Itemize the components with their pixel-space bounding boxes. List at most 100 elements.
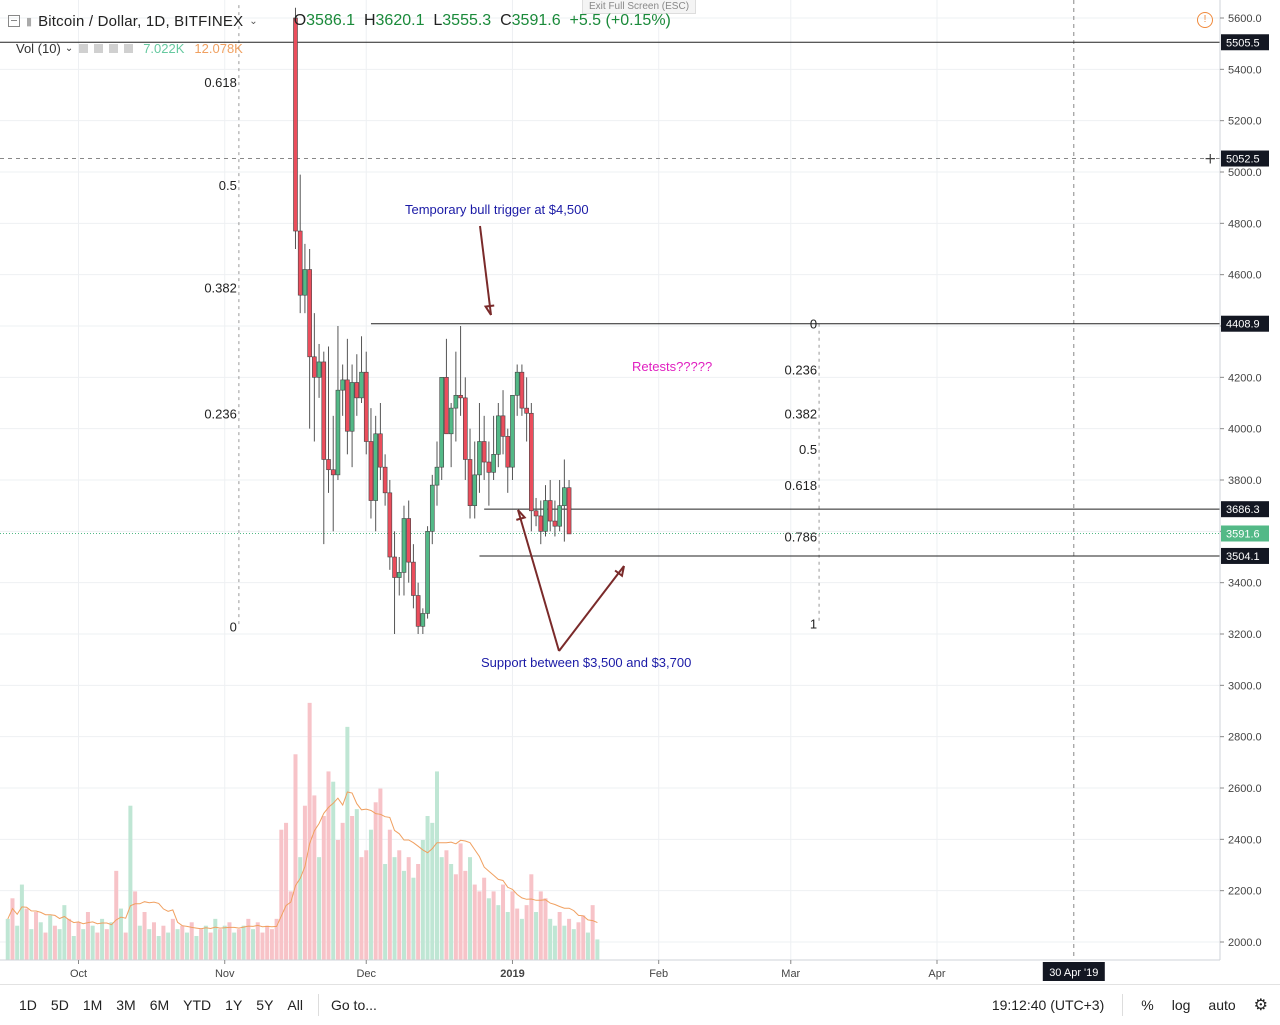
clock-time[interactable]: 19:12:40 (UTC+3)	[991, 997, 1105, 1013]
candle-up	[429, 484, 435, 532]
volume-bar	[590, 905, 595, 960]
volume-bar	[595, 939, 600, 960]
timeframe-5y[interactable]: 5Y	[256, 997, 274, 1013]
exit-fullscreen-button[interactable]: Exit Full Screen (ESC)	[582, 0, 697, 14]
volume-bar	[571, 929, 576, 960]
volume-bar	[397, 850, 402, 960]
timeframe-3m[interactable]: 3M	[116, 997, 136, 1013]
timeframe-1m[interactable]: 1M	[82, 997, 103, 1013]
time-tick-label: Oct	[70, 968, 87, 980]
clock-alert-icon[interactable]: !	[1197, 12, 1213, 28]
candle-up	[434, 466, 440, 486]
price-label-value: 3686.3	[1226, 504, 1260, 516]
volume-bar	[482, 877, 487, 960]
candle-down	[354, 382, 360, 399]
volume-bar	[326, 771, 331, 960]
candle-down	[524, 407, 529, 414]
volume-bar	[472, 884, 477, 960]
volume-bar	[137, 925, 142, 960]
price-tick-label: 4000.0	[1228, 424, 1262, 436]
price-tick-label: 3400.0	[1228, 578, 1262, 590]
candle-down	[552, 520, 558, 527]
time-tick-label: Feb	[649, 968, 668, 980]
arrow-support-left	[517, 509, 560, 652]
volume-bar	[38, 922, 43, 960]
candle-up	[420, 613, 426, 627]
volume-bar	[557, 912, 562, 960]
chevron-down-icon[interactable]: ⌄	[249, 15, 258, 27]
price-tick-label: 4600.0	[1228, 270, 1262, 282]
volume-bar	[463, 870, 468, 960]
timeframe-5d[interactable]: 5D	[50, 997, 69, 1013]
volume-bar	[373, 802, 378, 960]
price-tick-label: 5200.0	[1228, 116, 1262, 128]
auto-toggle[interactable]: auto	[1208, 997, 1236, 1013]
volume-bar	[401, 870, 406, 960]
time-tick-label: Dec	[356, 968, 376, 980]
symbol-title[interactable]: Bitcoin / Dollar, 1D, BITFINEX	[38, 12, 244, 30]
volume-bar	[567, 918, 572, 960]
plus-icon[interactable]	[109, 44, 119, 53]
price-tick-label: 4200.0	[1228, 372, 1262, 384]
volume-bar	[246, 918, 251, 960]
volume-bar	[279, 829, 284, 960]
volume-bar	[302, 805, 307, 960]
volume-bar	[416, 864, 421, 960]
annotation-support: Support between $3,500 and $3,700	[481, 655, 691, 670]
timeframe-1y[interactable]: 1Y	[225, 997, 243, 1013]
chevron-down-icon[interactable]: ⌄	[64, 43, 74, 54]
eye-icon[interactable]	[79, 44, 89, 53]
volume-bar	[317, 857, 322, 960]
volume-bar	[581, 915, 586, 960]
gear-icon[interactable]	[94, 44, 104, 53]
candle-up	[359, 371, 364, 399]
volume-bar	[133, 891, 138, 960]
log-toggle[interactable]: log	[1171, 997, 1191, 1013]
goto-button[interactable]: Go to...	[330, 997, 377, 1013]
price-chart[interactable]: 0.618 0.5 0.382 0.236 0 0 0.236 0.382 0.5 0.618 0.…	[0, 0, 1280, 984]
minimize-icon[interactable]	[8, 15, 20, 27]
volume-bar	[486, 898, 491, 960]
price-label-value: 4408.9	[1226, 319, 1260, 331]
volume-bar	[208, 932, 213, 960]
arrow-bull-trigger-head	[483, 304, 495, 316]
volume-bar	[345, 726, 350, 960]
volume-bar	[312, 795, 317, 960]
volume-bar	[265, 925, 270, 960]
volume-bar	[434, 771, 439, 960]
candle-down	[368, 441, 374, 501]
volume-bar	[321, 816, 326, 960]
timeframe-6m[interactable]: 6M	[149, 997, 170, 1013]
bitcoin-symbol-icon: ▮	[26, 15, 33, 28]
volume-bar	[29, 929, 34, 960]
close-icon[interactable]	[124, 44, 134, 53]
candle-down	[519, 371, 525, 409]
price-tick-label: 2200.0	[1228, 886, 1262, 898]
price-tick-label: 2800.0	[1228, 732, 1262, 744]
volume-bar	[15, 925, 20, 960]
volume-bar	[534, 912, 539, 960]
price-tick-label: 5600.0	[1228, 13, 1262, 25]
volume-bar	[383, 864, 388, 960]
candle-down	[312, 356, 317, 378]
volume-bar	[85, 912, 90, 960]
timeframe-group: 1D 5D 1M 3M 6M YTD 1Y 5Y All	[0, 997, 310, 1013]
volume-bar	[76, 922, 81, 960]
volume-bar	[519, 918, 524, 960]
volume-ma-line	[7, 791, 598, 930]
percent-toggle[interactable]: %	[1141, 997, 1154, 1013]
volume-bar	[142, 912, 147, 960]
volume-bar	[43, 932, 48, 960]
timeframe-ytd[interactable]: YTD	[183, 997, 212, 1013]
volume-bar	[180, 925, 185, 960]
volume-bar	[236, 929, 241, 960]
divider	[1122, 994, 1124, 1016]
timeframe-1d[interactable]: 1D	[19, 997, 37, 1013]
candle-down	[486, 461, 492, 473]
timeframe-all[interactable]: All	[287, 997, 303, 1013]
volume-label[interactable]: Vol (10)	[16, 41, 61, 56]
price-tick-label: 3000.0	[1228, 680, 1262, 692]
volume-bar	[57, 929, 62, 960]
gear-icon[interactable]: ⚙	[1253, 997, 1268, 1014]
price-label-badge	[1221, 547, 1269, 564]
